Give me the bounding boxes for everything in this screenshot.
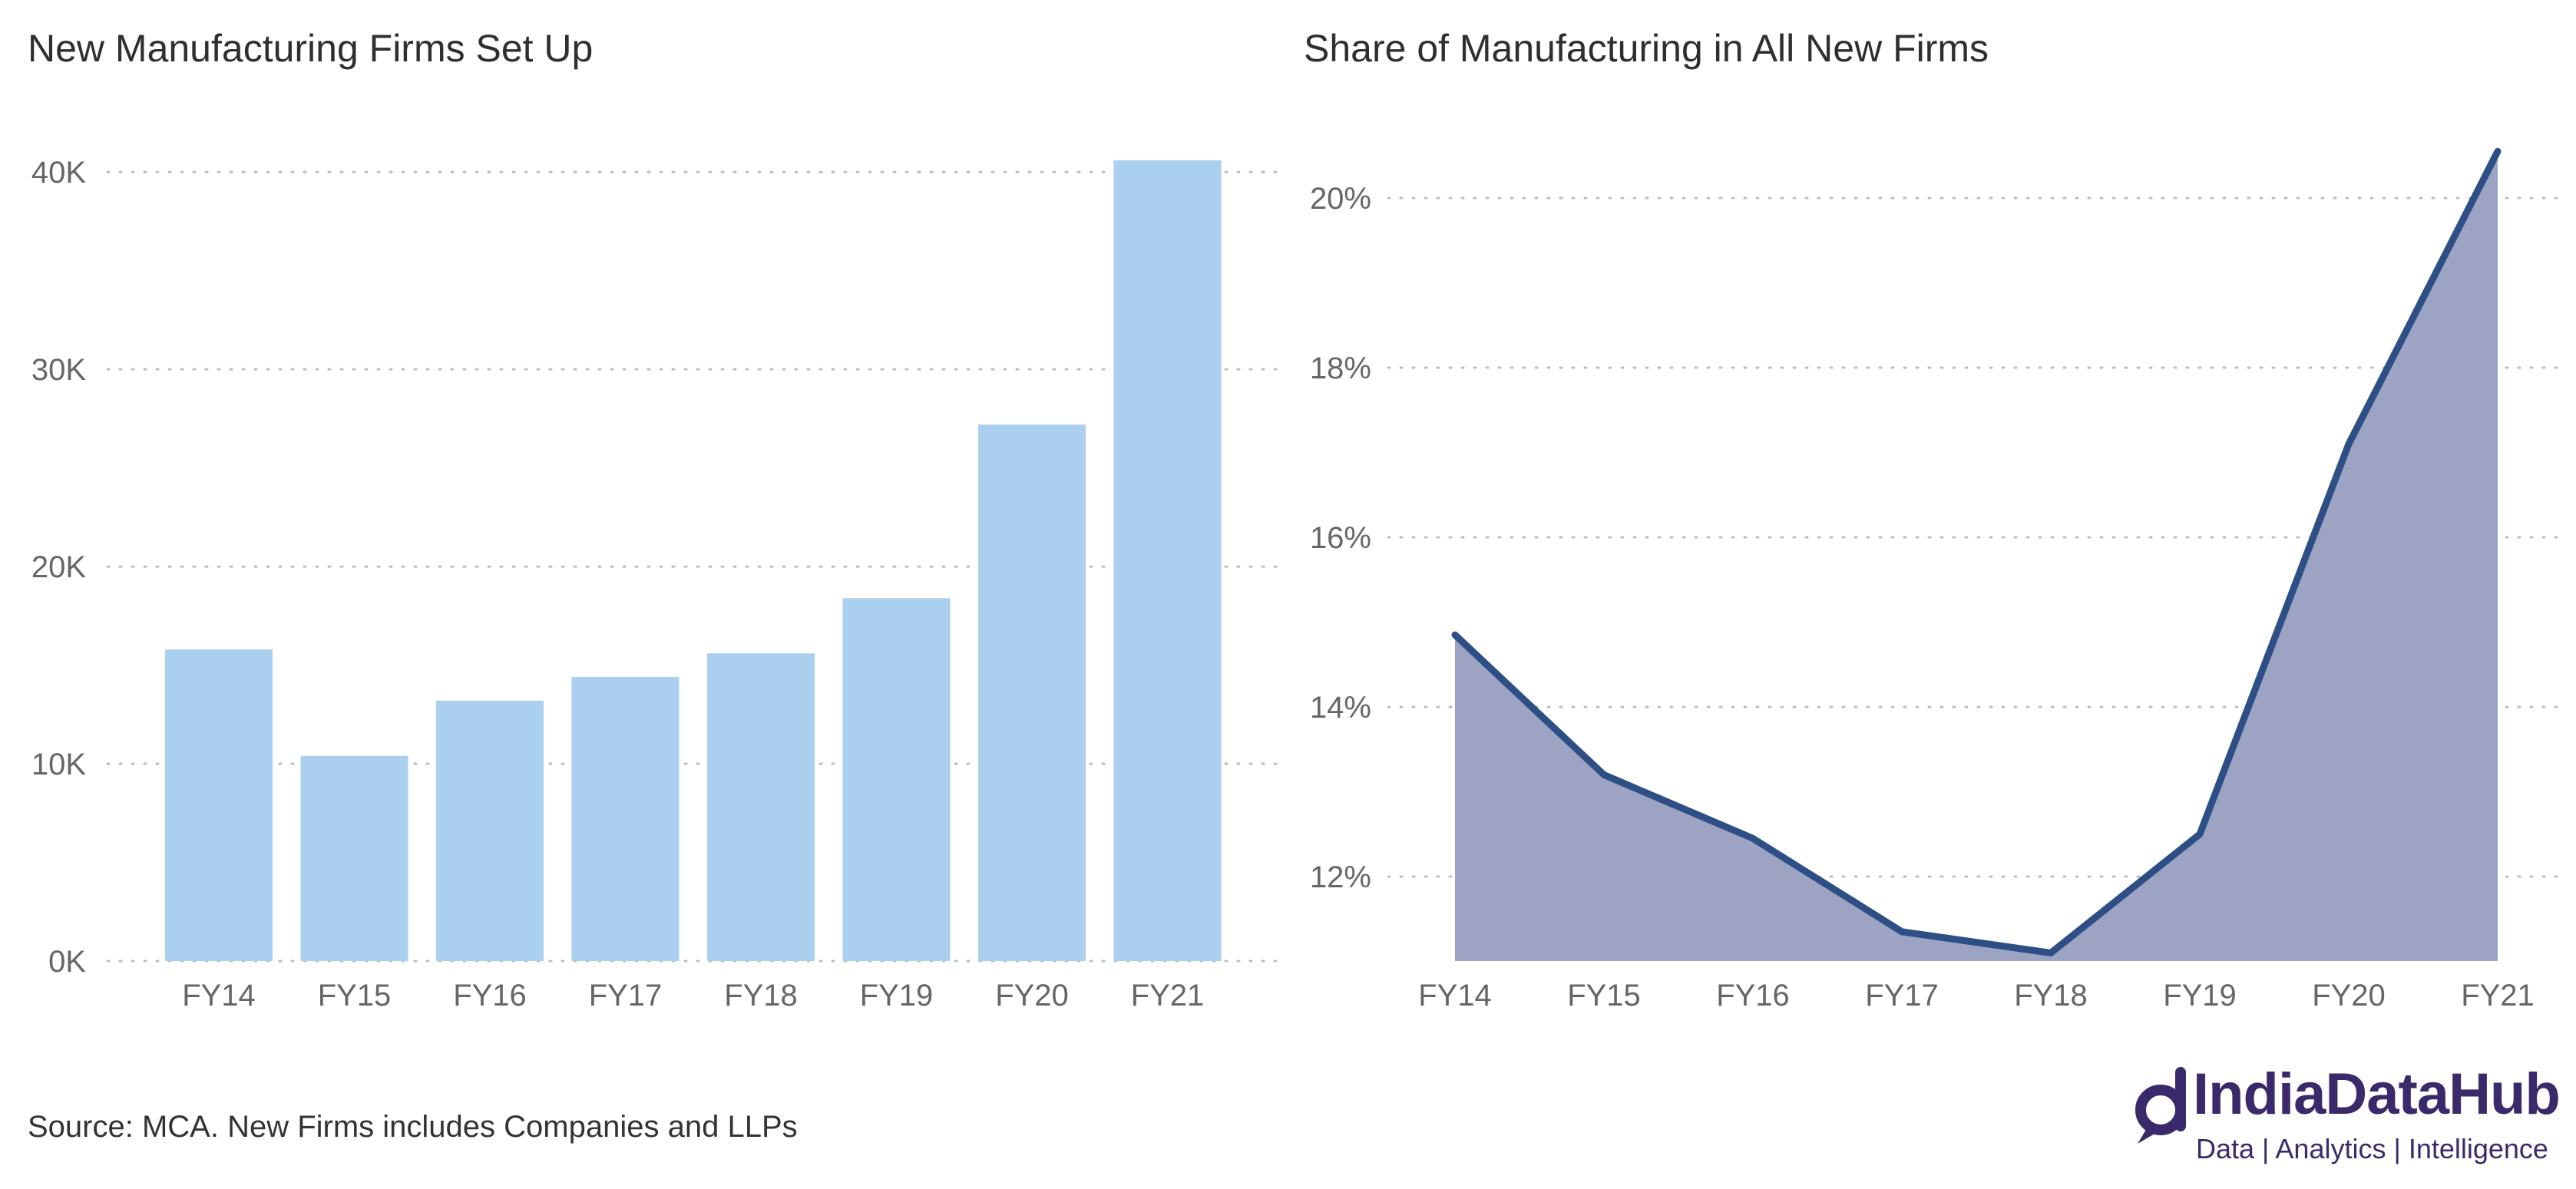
- bar: [707, 653, 815, 961]
- bar: [436, 700, 544, 961]
- bar-y-tick-label: 40K: [31, 156, 86, 190]
- area-y-tick-label: 16%: [1310, 521, 1371, 555]
- bar-x-tick-label: FY19: [860, 979, 934, 1012]
- logo-mark-icon: [2135, 1067, 2187, 1144]
- india-data-hub-logo: IndiaDataHub Data | Analytics | Intellig…: [2130, 1056, 2561, 1179]
- area-y-tick-label: 12%: [1310, 860, 1371, 894]
- area-x-tick-label: FY14: [1418, 979, 1492, 1012]
- bar-y-tick-label: 10K: [31, 748, 86, 781]
- bar: [165, 649, 273, 961]
- bar: [842, 598, 951, 961]
- area-x-tick-label: FY15: [1567, 979, 1641, 1012]
- logo-tagline: Data | Analytics | Intelligence: [2196, 1133, 2548, 1164]
- area-point: [1454, 634, 1456, 636]
- area-fill: [1455, 151, 2498, 962]
- bar-chart-title: New Manufacturing Firms Set Up: [28, 27, 594, 70]
- bar-x-tick-label: FY16: [453, 979, 527, 1012]
- area-x-tick-label: FY17: [1865, 979, 1939, 1012]
- logo-name: IndiaDataHub: [2193, 1062, 2561, 1127]
- area-chart: 12% 14% 16% 18% 20% FY14 FY15 FY16 FY17 FY18 FY19 F…: [1310, 147, 2562, 1012]
- bar-x-tick-label: FY18: [724, 979, 798, 1012]
- bar-y-tick-label: 20K: [31, 550, 86, 584]
- area-x-tick-label: FY20: [2312, 979, 2386, 1012]
- bar-y-tick-label: 0K: [48, 945, 86, 979]
- bar: [571, 677, 680, 961]
- area-point: [1752, 837, 1754, 840]
- source-note: Source: MCA. New Firms includes Companie…: [28, 1110, 798, 1144]
- bar: [978, 424, 1086, 961]
- bar-y-tick-label: 30K: [31, 353, 86, 387]
- bar-x-tick-label: FY14: [182, 979, 256, 1012]
- area-line: [1451, 147, 2502, 956]
- area-point: [2497, 150, 2498, 153]
- bar: [1113, 160, 1222, 961]
- area-chart-title: Share of Manufacturing in All New Firms: [1304, 27, 1989, 70]
- area-point: [2348, 443, 2349, 445]
- area-x-tick-label: FY19: [2163, 979, 2237, 1012]
- area-point: [2199, 833, 2201, 835]
- bar-x-tick-label: FY21: [1131, 979, 1205, 1012]
- bar: [300, 755, 408, 961]
- bar-x-tick-label: FY15: [318, 979, 392, 1012]
- area-point: [1603, 774, 1605, 776]
- bar-x-tick-label: FY17: [589, 979, 663, 1012]
- area-x-tick-label: FY16: [1716, 979, 1790, 1012]
- area-x-tick-label: FY18: [2014, 979, 2088, 1012]
- bar-chart: 0K 10K 20K 30K 40K FY14 FY15 FY16 FY17 FY18 FY19 FY…: [31, 156, 1280, 1012]
- area-y-tick-label: 14%: [1310, 691, 1371, 725]
- area-y-tick-label: 18%: [1310, 352, 1371, 385]
- area-point: [2050, 952, 2052, 954]
- area-x-tick-label: FY21: [2461, 979, 2535, 1012]
- area-point: [1901, 930, 1903, 933]
- area-y-tick-label: 20%: [1310, 182, 1371, 216]
- bar-x-tick-label: FY20: [995, 979, 1069, 1012]
